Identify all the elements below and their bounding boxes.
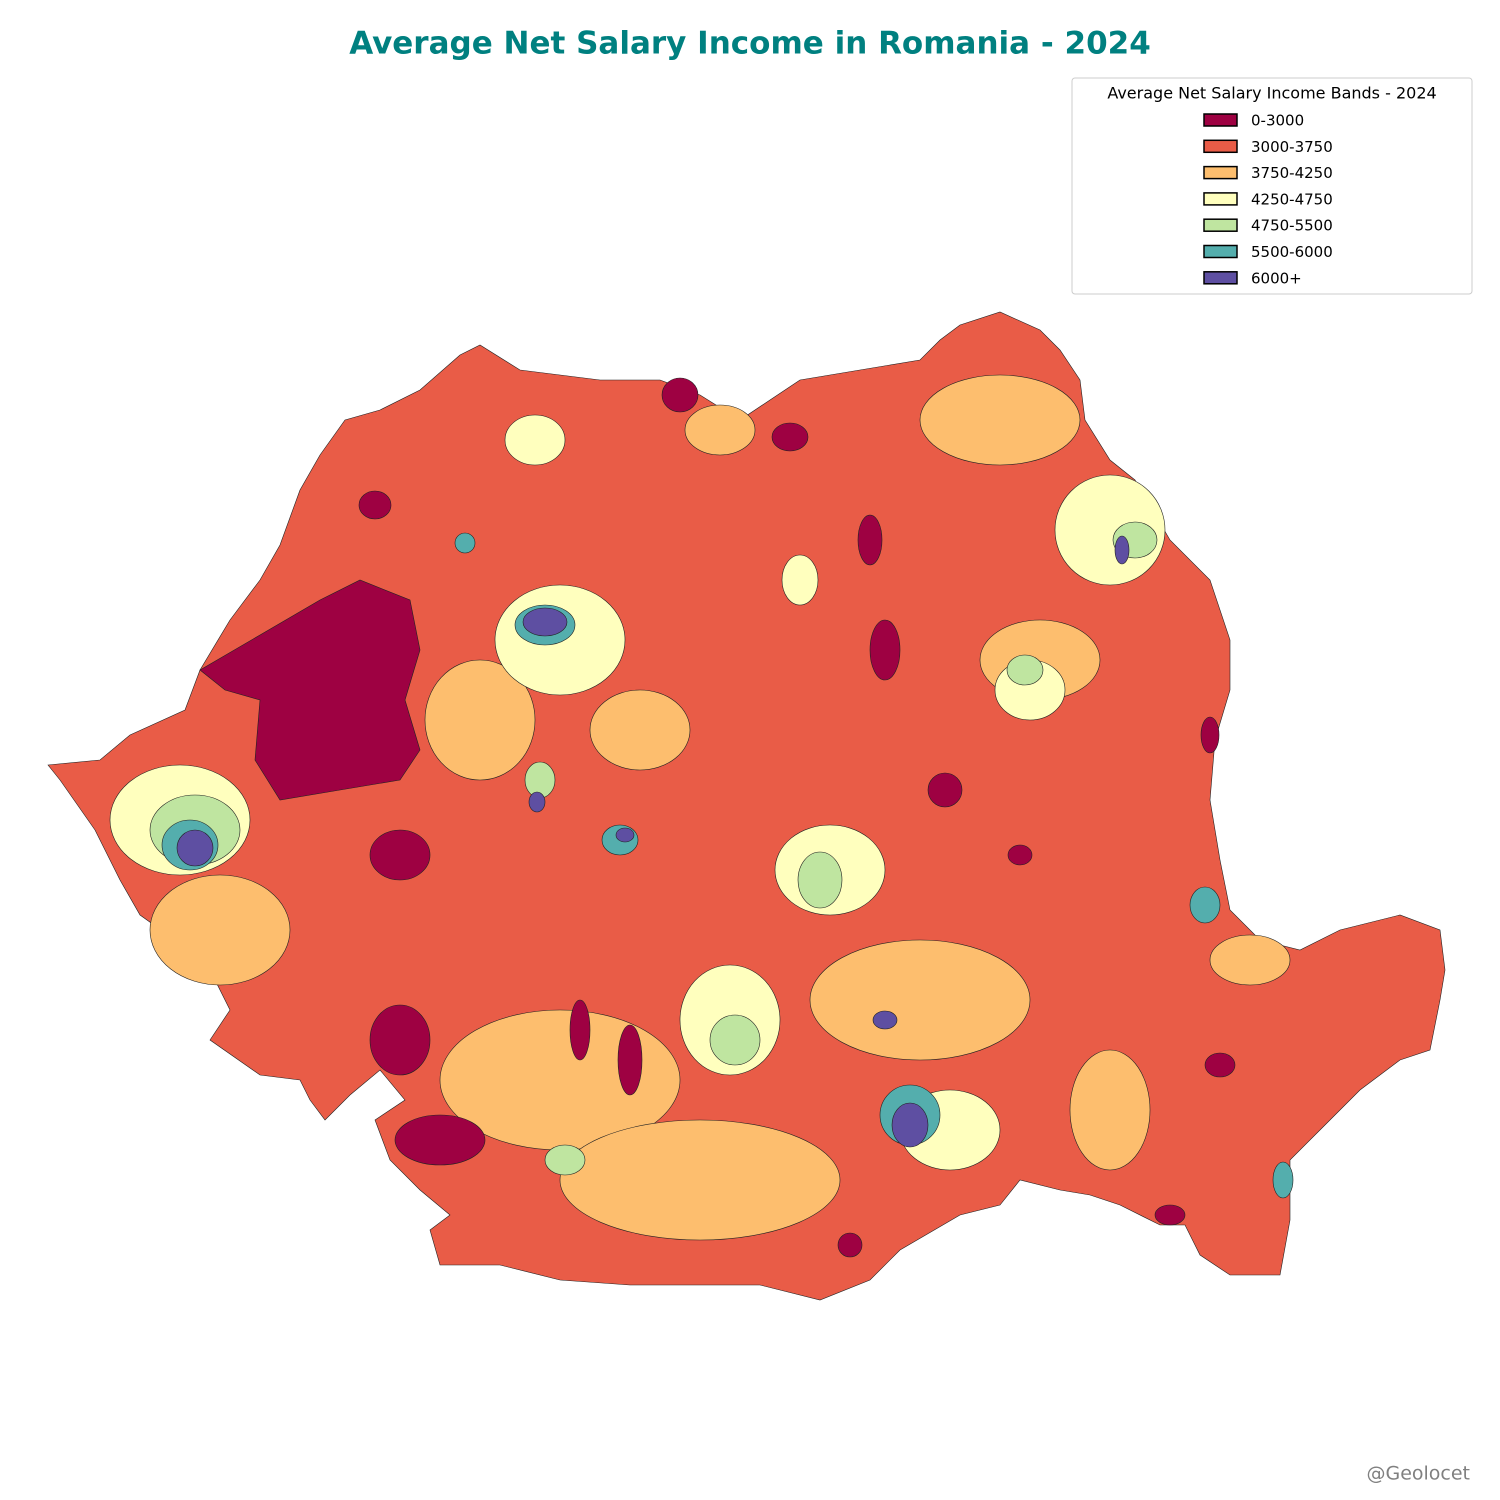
region (424, 659, 536, 781)
region (358, 490, 392, 520)
region (1189, 886, 1221, 924)
legend-title: Average Net Salary Income Bands - 2024 (1107, 84, 1436, 103)
region (891, 1102, 929, 1148)
region (528, 791, 546, 813)
legend-swatch (1203, 113, 1238, 127)
legend-label: 6000+ (1251, 269, 1302, 287)
region (1069, 1049, 1151, 1171)
legend-swatch (1203, 271, 1238, 285)
region (504, 414, 566, 466)
legend-items: 0-3000 3000-3750 3750-4250 4250-4750 4750-55… (1203, 112, 1333, 287)
region (454, 532, 476, 554)
romania-map (47, 311, 1446, 1301)
legend-swatch (1203, 165, 1238, 180)
legend-swatch (1203, 139, 1238, 154)
region (559, 1119, 841, 1241)
region (1006, 654, 1044, 686)
region (394, 1114, 486, 1166)
region (1204, 1052, 1236, 1078)
region (617, 1024, 643, 1096)
region (927, 772, 963, 808)
region (615, 827, 635, 843)
legend-swatch (1203, 192, 1238, 206)
region (589, 689, 691, 771)
legend-label: 0-3000 (1251, 112, 1304, 130)
region (369, 829, 431, 881)
region (809, 939, 1031, 1061)
legend: Average Net Salary Income Bands - 2024 0… (1071, 77, 1473, 295)
legend-label: 3000-3750 (1251, 138, 1333, 156)
region (781, 554, 819, 606)
region (1209, 934, 1291, 986)
legend-label: 5500-6000 (1251, 243, 1333, 261)
region (569, 999, 591, 1061)
region (771, 422, 809, 452)
region (1154, 1204, 1186, 1226)
region (837, 1232, 863, 1258)
region (797, 851, 843, 909)
region (872, 1010, 898, 1030)
credit: @Geolocet (1366, 1463, 1470, 1485)
region (684, 404, 756, 456)
region (544, 1144, 586, 1176)
region (199, 579, 421, 801)
region (919, 374, 1081, 466)
region (149, 874, 291, 986)
legend-label: 3750-4250 (1251, 164, 1333, 182)
legend-swatch (1203, 244, 1238, 259)
region (369, 1004, 431, 1076)
legend-label: 4750-5500 (1251, 217, 1333, 235)
region (709, 1014, 761, 1066)
region (1200, 716, 1220, 754)
legend-swatch (1203, 218, 1238, 232)
map-title: Average Net Salary Income in Romania - 2… (349, 26, 1151, 62)
region (1272, 1161, 1294, 1199)
region (176, 829, 214, 867)
legend-label: 4250-4750 (1251, 190, 1333, 208)
region (857, 514, 883, 566)
region (869, 619, 901, 681)
legend-box (1071, 77, 1473, 295)
region (661, 377, 699, 413)
region (1007, 844, 1033, 866)
region (1114, 535, 1130, 565)
region (522, 607, 568, 637)
